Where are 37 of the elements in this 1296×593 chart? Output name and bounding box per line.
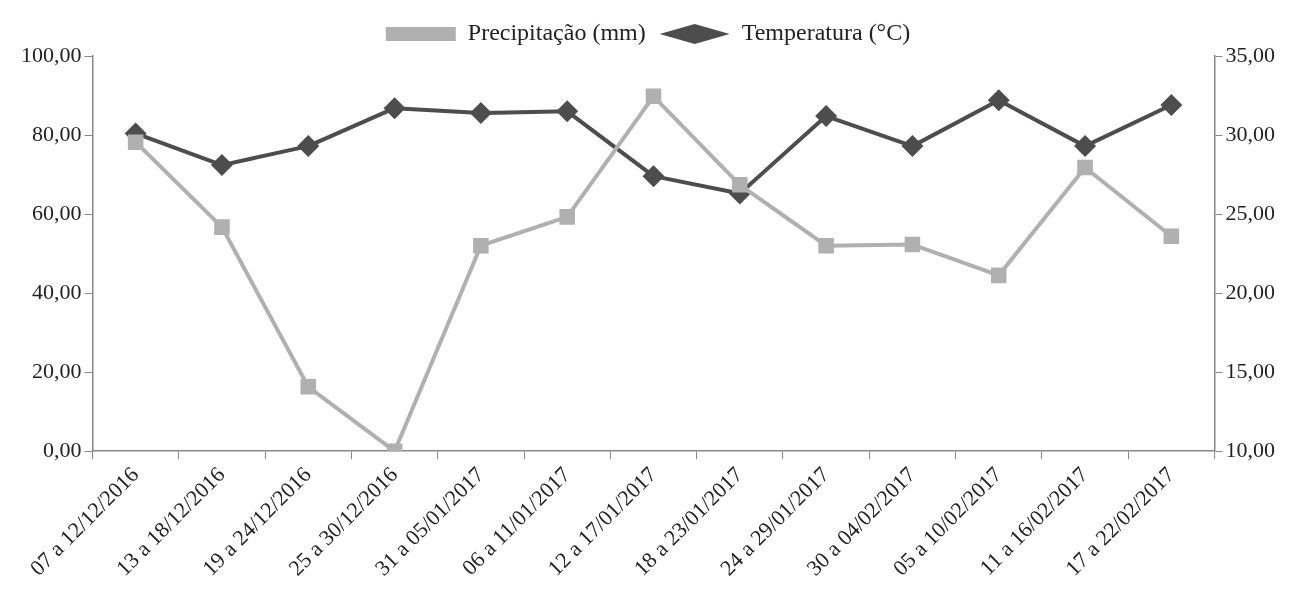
y-tick-label: 80,00 [32,120,82,146]
point [987,89,1010,112]
point [1163,228,1180,244]
point [904,236,921,253]
y2-tick-label: 30,00 [1225,120,1275,146]
point [469,101,492,124]
point [732,177,748,193]
point [1074,135,1097,158]
point [383,97,406,120]
y2-tick-label: 35,00 [1225,41,1275,67]
y-tick-label: 60,00 [32,199,82,225]
point [815,105,838,128]
point [210,154,233,177]
legend-label: Temperatura (°C) [741,19,911,46]
y-tick-label: 40,00 [32,278,82,304]
point [559,209,575,225]
y2-tick-label: 15,00 [1225,357,1275,383]
point [300,379,317,395]
point [556,100,579,123]
point [214,219,230,235]
legend-label: Precipitação (mm) [467,19,646,46]
point [642,165,665,188]
y2-tick-label: 20,00 [1225,278,1275,304]
point [818,237,834,254]
y-tick-label: 0,00 [43,437,82,462]
point [127,134,144,150]
point [645,88,662,105]
y-tick-label: 20,00 [32,357,82,383]
point [1160,94,1183,117]
y2-tick-label: 25,00 [1225,199,1275,225]
point [901,135,924,158]
point [473,237,489,254]
y2-tick-label: 10,00 [1225,437,1275,462]
point [990,267,1007,284]
point [297,135,320,158]
y-tick-label: 100,00 [21,41,82,67]
point [1077,159,1093,176]
